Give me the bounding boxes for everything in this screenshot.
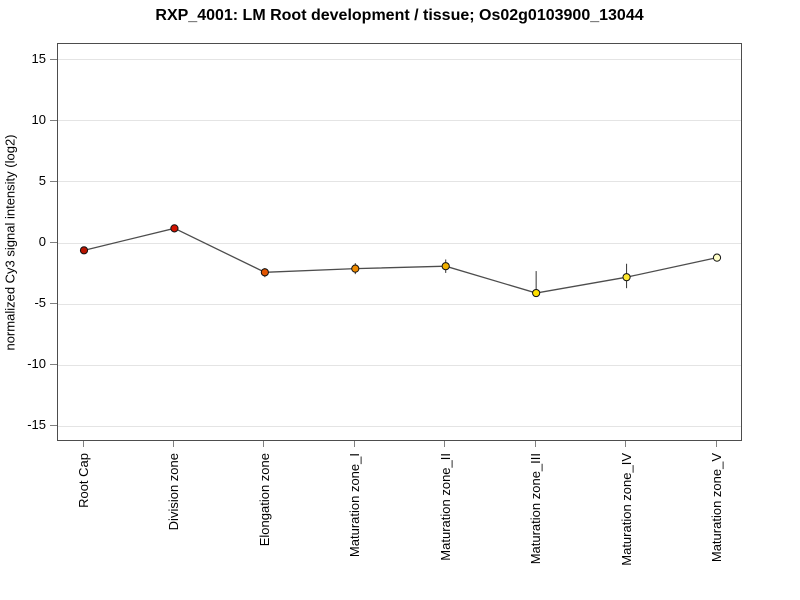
x-tick-label: Division zone bbox=[166, 453, 182, 531]
y-tick-label: 10 bbox=[31, 111, 46, 127]
gridline bbox=[58, 120, 741, 122]
gridline bbox=[58, 364, 741, 366]
data-point bbox=[170, 224, 179, 233]
series-layer bbox=[79, 224, 722, 298]
data-point bbox=[532, 288, 541, 298]
y-tick-label: -5 bbox=[34, 295, 46, 311]
y-tick-label: 15 bbox=[31, 50, 46, 66]
x-axis-tick bbox=[715, 441, 717, 447]
gridline bbox=[58, 425, 741, 427]
data-point bbox=[712, 253, 722, 262]
x-tick-label: Maturation zone_I bbox=[347, 453, 363, 558]
x-axis-tick bbox=[444, 441, 446, 447]
y-axis-tick bbox=[50, 119, 57, 121]
gridline bbox=[58, 242, 741, 244]
x-axis-tick bbox=[534, 441, 536, 447]
y-tick-label: 0 bbox=[38, 234, 46, 249]
data-point bbox=[260, 268, 269, 277]
y-axis-tick bbox=[50, 303, 57, 305]
x-tick-label: Elongation zone bbox=[256, 453, 272, 547]
y-axis-tick bbox=[50, 58, 57, 60]
y-axis-tick bbox=[50, 364, 57, 366]
y-axis-tick bbox=[50, 425, 57, 427]
y-axis-tick bbox=[50, 180, 57, 182]
data-point bbox=[79, 246, 89, 255]
y-axis-tick bbox=[50, 242, 57, 243]
data-point bbox=[441, 262, 450, 271]
x-axis-tick bbox=[353, 441, 355, 447]
x-axis-tick bbox=[172, 441, 174, 447]
series-line bbox=[83, 227, 718, 294]
gridline bbox=[58, 59, 741, 61]
x-tick-label: Maturation zone_V bbox=[709, 453, 724, 563]
plot-area bbox=[57, 43, 742, 441]
x-tick-label: Root Cap bbox=[76, 453, 91, 508]
y-tick-label: -10 bbox=[27, 356, 46, 372]
chart-title: RXP_4001: LM Root development / tissue; … bbox=[155, 7, 644, 24]
data-point bbox=[351, 264, 360, 273]
x-axis-tick bbox=[263, 441, 265, 447]
gridline bbox=[58, 303, 741, 305]
x-axis-tick bbox=[625, 441, 627, 447]
y-tick-label: 5 bbox=[38, 172, 46, 188]
y-tick-label: -15 bbox=[27, 417, 46, 433]
data-point bbox=[622, 273, 631, 282]
gridline bbox=[58, 181, 741, 183]
x-axis-tick bbox=[82, 441, 84, 447]
